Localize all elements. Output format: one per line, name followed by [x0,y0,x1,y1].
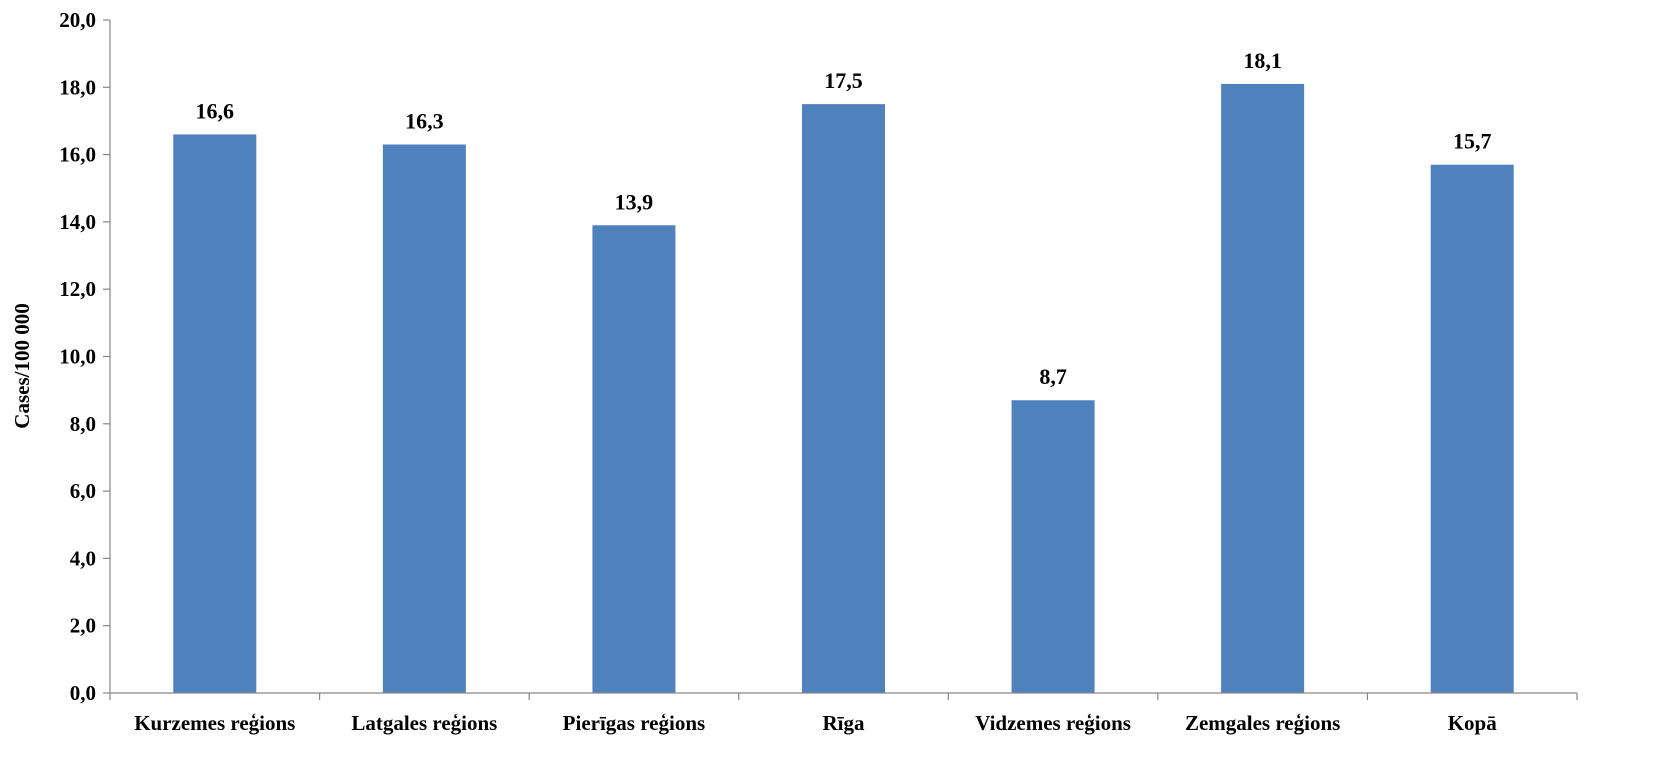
bar [382,144,466,693]
category-label: Vidzemes reģions [975,711,1131,735]
y-tick-label: 0,0 [70,681,96,705]
category-label: Kopā [1448,711,1498,735]
data-label: 17,5 [824,68,863,93]
category-label: Latgales reģions [351,711,497,735]
y-tick-label: 20,0 [59,8,96,32]
bar [592,225,676,693]
y-tick-label: 8,0 [70,412,96,436]
y-tick-label: 14,0 [59,210,96,234]
category-label: Kurzemes reģions [134,711,295,735]
y-axis-ticks: 0,0 2,0 4,0 6,0 8,0 10,0 12,0 14,0 16,0 18,0 20,0 [59,8,110,705]
bars [173,83,1514,693]
data-label: 16,6 [196,98,235,123]
y-tick-label: 4,0 [70,546,96,570]
category-labels: Kurzemes reģions Latgales reģions Pierīgas… [134,711,1497,735]
y-axis-title: Cases/100 000 [10,303,34,428]
bar [173,134,257,693]
category-label: Zemgales reģions [1185,711,1340,735]
y-tick-label: 10,0 [59,345,96,369]
y-tick-label: 16,0 [59,143,96,167]
data-label: 16,3 [405,109,444,134]
data-label: 18,1 [1243,48,1282,73]
bar [802,104,885,693]
bar [1430,164,1514,693]
category-label: Pierīgas reģions [563,711,706,735]
y-tick-label: 6,0 [70,479,96,503]
y-tick-label: 2,0 [70,614,96,638]
data-label: 15,7 [1453,129,1492,154]
bar [1221,83,1305,693]
y-tick-label: 12,0 [59,277,96,301]
data-label: 8,7 [1039,364,1067,389]
bar [1011,400,1095,693]
y-tick-label: 18,0 [59,75,96,99]
data-label: 13,9 [615,189,654,214]
x-axis-ticks [109,693,1578,700]
data-labels: 16,6 16,3 13,9 17,5 8,7 18,1 15,7 [196,48,1492,389]
category-label: Rīga [823,711,866,735]
